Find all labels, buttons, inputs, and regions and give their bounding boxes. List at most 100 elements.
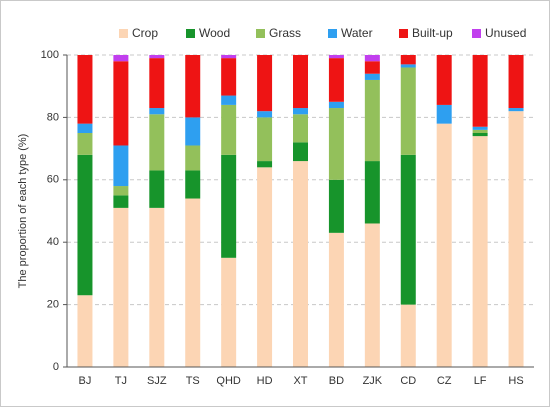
bar-segment-built-up-sjz	[149, 58, 165, 109]
x-tick-labels: BJ TJ SJZ TS QHD HD XT BD ZJK CD CZ LF HS	[79, 375, 524, 387]
legend-label: Wood	[199, 26, 230, 40]
x-tick-label: TJ	[115, 375, 127, 387]
y-tick-label: 40	[47, 236, 59, 248]
x-tick-label: BJ	[79, 375, 92, 387]
bar-segment-built-up-cz	[436, 55, 452, 105]
x-tick-label: CD	[400, 375, 416, 387]
bar-segment-wood-xt	[293, 142, 308, 162]
bar-segment-built-up-xt	[293, 55, 308, 109]
bar-stack-zjk	[364, 55, 380, 367]
bar-segment-crop-cz	[436, 123, 452, 367]
bar-segment-water-tj	[113, 145, 129, 187]
y-tick-labels: 0 20 40 60 80 100	[41, 49, 67, 373]
bar-stack-cd	[400, 55, 416, 367]
bar-segment-wood-zjk	[364, 161, 380, 224]
bar-stack-hd	[257, 55, 273, 367]
bar-segment-crop-bd	[328, 232, 344, 367]
bar-segment-grass-sjz	[149, 114, 165, 171]
bar-stack-tj	[113, 55, 129, 367]
y-tick-label: 0	[53, 361, 59, 373]
x-tick-label: LF	[474, 375, 487, 387]
legend-item-crop: Crop	[119, 26, 158, 40]
bar-segment-crop-lf	[472, 136, 488, 367]
bar-segment-water-xt	[293, 108, 308, 115]
bar-segment-grass-tj	[113, 186, 129, 196]
legend-label: Water	[341, 26, 373, 40]
legend-swatch	[399, 29, 408, 38]
bar-segment-crop-qhd	[221, 257, 237, 367]
bar-segment-water-cd	[400, 64, 416, 68]
bar-segment-wood-bj	[77, 154, 93, 296]
bars	[77, 55, 524, 367]
y-tick-label: 100	[41, 49, 59, 61]
bar-segment-unused-sjz	[149, 55, 165, 59]
bar-stack-sjz	[149, 55, 165, 367]
bar-segment-wood-ts	[185, 170, 201, 199]
legend-swatch	[119, 29, 128, 38]
bar-segment-built-up-ts	[185, 55, 201, 118]
bar-stack-xt	[293, 55, 308, 367]
legend-swatch	[256, 29, 265, 38]
bar-segment-water-hs	[508, 108, 524, 112]
bar-segment-water-sjz	[149, 108, 165, 115]
bar-segment-water-ts	[185, 117, 201, 146]
bar-segment-unused-qhd	[221, 55, 237, 59]
bar-segment-unused-zjk	[364, 55, 380, 62]
bar-stack-bd	[328, 55, 344, 367]
bar-segment-water-qhd	[221, 95, 237, 105]
bar-segment-crop-hs	[508, 111, 524, 367]
bar-segment-grass-bd	[328, 108, 344, 180]
y-axis-label: The proportion of each type (%)	[17, 134, 29, 289]
bar-segment-grass-xt	[293, 114, 308, 143]
bar-segment-grass-qhd	[221, 104, 237, 155]
bar-segment-grass-ts	[185, 145, 201, 171]
bar-segment-grass-cd	[400, 67, 416, 155]
x-tick-label: HD	[257, 375, 273, 387]
x-tick-label: HS	[508, 375, 523, 387]
bar-segment-crop-zjk	[364, 223, 380, 367]
bar-segment-built-up-hs	[508, 55, 524, 109]
bar-segment-wood-lf	[472, 133, 488, 137]
bar-segment-crop-xt	[293, 161, 308, 367]
bar-segment-built-up-hd	[257, 55, 273, 112]
x-tick-label: QHD	[216, 375, 241, 387]
bar-segment-wood-hd	[257, 161, 273, 168]
legend-swatch	[472, 29, 481, 38]
legend-label: Grass	[269, 26, 301, 40]
bar-segment-wood-qhd	[221, 154, 237, 258]
bar-stack-hs	[508, 55, 524, 367]
bar-segment-crop-cd	[400, 304, 416, 367]
legend-item-water: Water	[328, 26, 373, 40]
x-tick-label: ZJK	[363, 375, 383, 387]
bar-segment-crop-hd	[257, 167, 273, 367]
bar-segment-unused-tj	[113, 55, 129, 62]
x-tick-label: BD	[329, 375, 344, 387]
bar-segment-water-bd	[328, 101, 344, 109]
bar-segment-grass-bj	[77, 133, 93, 155]
x-tick-label: TS	[186, 375, 200, 387]
legend-swatch	[186, 29, 195, 38]
bar-segment-built-up-lf	[472, 55, 488, 127]
bar-segment-water-bj	[77, 123, 93, 133]
legend-item-grass: Grass	[256, 26, 301, 40]
legend-label: Unused	[485, 26, 526, 40]
bar-segment-built-up-qhd	[221, 58, 237, 96]
bar-stack-qhd	[221, 55, 237, 367]
bar-segment-built-up-zjk	[364, 61, 380, 74]
legend-swatch	[328, 29, 337, 38]
bar-segment-built-up-cd	[400, 55, 416, 65]
y-tick-label: 80	[47, 111, 59, 123]
bar-segment-built-up-bj	[77, 55, 93, 124]
bar-stack-cz	[436, 55, 452, 367]
bar-segment-water-cz	[436, 104, 452, 124]
bar-segment-wood-tj	[113, 195, 129, 208]
bar-segment-wood-bd	[328, 179, 344, 233]
bar-segment-wood-cd	[400, 154, 416, 305]
bar-segment-water-zjk	[364, 73, 380, 80]
bar-segment-built-up-bd	[328, 58, 344, 102]
legend-item-wood: Wood	[186, 26, 230, 40]
x-tick-label: XT	[293, 375, 307, 387]
bar-segment-grass-zjk	[364, 79, 380, 162]
